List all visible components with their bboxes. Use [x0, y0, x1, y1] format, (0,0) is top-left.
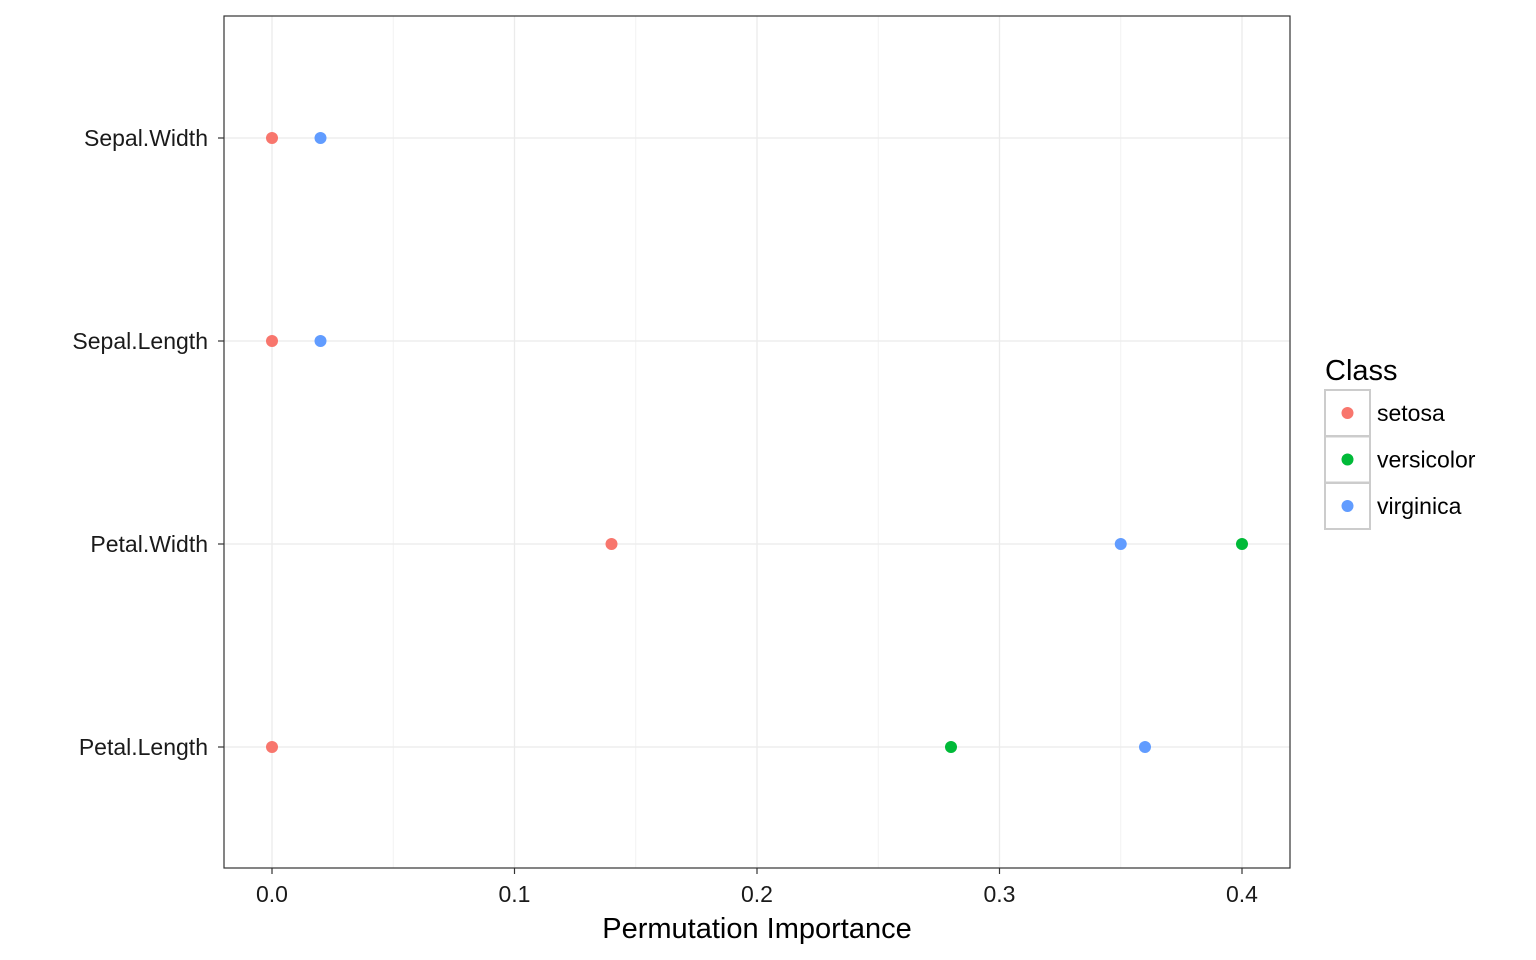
data-point-virginica	[1139, 741, 1151, 753]
y-tick-label: Sepal.Length	[72, 328, 208, 354]
x-tick-label: 0.0	[256, 881, 288, 907]
data-point-virginica	[314, 132, 327, 144]
grid-lines	[224, 16, 1290, 868]
data-point-setosa	[266, 335, 278, 347]
legend-key	[1324, 482, 1371, 530]
data-point-virginica	[1114, 538, 1127, 550]
y-tick-label: Petal.Width	[90, 531, 208, 557]
x-tick-label: 0.4	[1226, 881, 1258, 907]
legend-key-point	[1341, 453, 1354, 466]
legend: Class setosa versicolor virginica	[1324, 355, 1476, 530]
x-axis: 0.0 0.1 0.2 0.3 0.4	[256, 868, 1258, 907]
x-tick-label: 0.1	[499, 881, 531, 907]
x-axis-title: Permutation Importance	[602, 913, 911, 945]
x-tick-label: 0.2	[741, 881, 773, 907]
legend-key	[1324, 435, 1371, 484]
y-axis: Petal.Length Petal.Width Sepal.Length Sepal…	[72, 125, 224, 760]
legend-label: virginica	[1377, 493, 1462, 519]
data-point-setosa	[266, 741, 278, 753]
data-point-setosa	[266, 132, 278, 144]
data-point-virginica	[314, 335, 327, 347]
legend-key-point	[1341, 407, 1354, 419]
legend-label: setosa	[1377, 400, 1445, 426]
legend-title: Class	[1325, 355, 1398, 387]
legend-label: versicolor	[1377, 447, 1476, 473]
legend-key-point	[1341, 500, 1354, 512]
y-tick-label: Petal.Length	[79, 734, 208, 760]
y-tick-label: Sepal.Width	[84, 125, 208, 151]
data-point-versicolor	[1236, 538, 1248, 550]
data-point-setosa	[605, 538, 618, 550]
x-tick-label: 0.3	[984, 881, 1016, 907]
data-points	[266, 132, 1248, 753]
data-point-versicolor	[945, 741, 957, 753]
